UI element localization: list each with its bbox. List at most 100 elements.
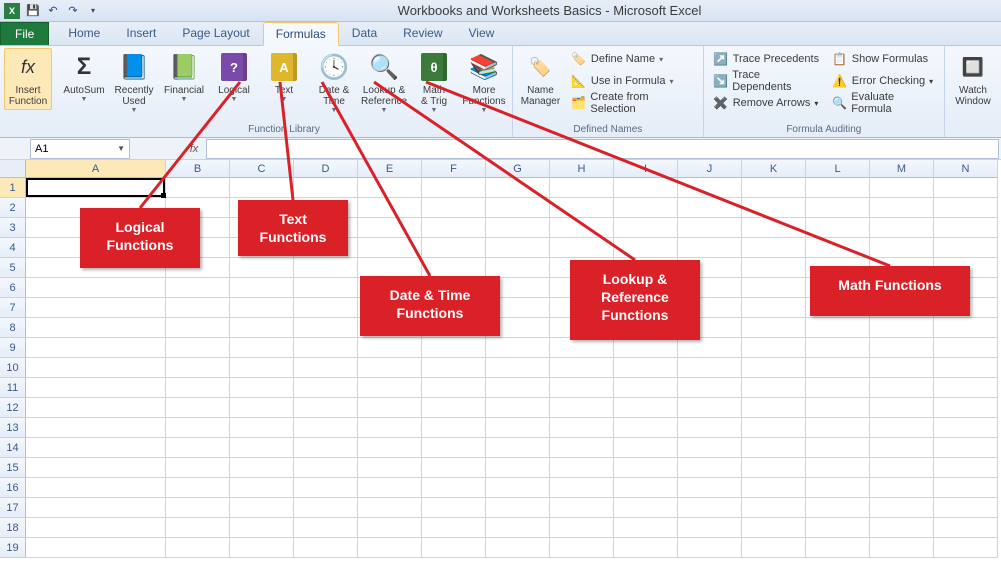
- cell-G10[interactable]: [486, 358, 550, 378]
- cell-B10[interactable]: [166, 358, 230, 378]
- column-header-M[interactable]: M: [870, 160, 934, 178]
- math-trig-button[interactable]: θMath & Trig▼: [410, 48, 458, 117]
- cell-D12[interactable]: [294, 398, 358, 418]
- cell-I18[interactable]: [614, 518, 678, 538]
- show-formulas-button[interactable]: 📋Show Formulas: [827, 48, 940, 70]
- cell-E17[interactable]: [358, 498, 422, 518]
- cell-M17[interactable]: [870, 498, 934, 518]
- cell-G17[interactable]: [486, 498, 550, 518]
- cell-E18[interactable]: [358, 518, 422, 538]
- cell-C5[interactable]: [230, 258, 294, 278]
- cell-K14[interactable]: [742, 438, 806, 458]
- cell-C19[interactable]: [230, 538, 294, 558]
- cell-C12[interactable]: [230, 398, 294, 418]
- cell-E2[interactable]: [358, 198, 422, 218]
- cell-L4[interactable]: [806, 238, 870, 258]
- cell-H12[interactable]: [550, 398, 614, 418]
- cell-K15[interactable]: [742, 458, 806, 478]
- cell-N9[interactable]: [934, 338, 998, 358]
- tab-home[interactable]: Home: [55, 21, 113, 45]
- cell-G15[interactable]: [486, 458, 550, 478]
- cell-E1[interactable]: [358, 178, 422, 198]
- cell-B19[interactable]: [166, 538, 230, 558]
- watch-window-button[interactable]: 🔲 Watch Window: [949, 48, 997, 110]
- cell-B14[interactable]: [166, 438, 230, 458]
- cell-I14[interactable]: [614, 438, 678, 458]
- cell-E14[interactable]: [358, 438, 422, 458]
- cell-F1[interactable]: [422, 178, 486, 198]
- cell-H9[interactable]: [550, 338, 614, 358]
- cell-K12[interactable]: [742, 398, 806, 418]
- cell-F9[interactable]: [422, 338, 486, 358]
- cell-N19[interactable]: [934, 538, 998, 558]
- cell-C18[interactable]: [230, 518, 294, 538]
- cell-J19[interactable]: [678, 538, 742, 558]
- cell-N12[interactable]: [934, 398, 998, 418]
- cell-M3[interactable]: [870, 218, 934, 238]
- trace-precedents-button[interactable]: ↗️Trace Precedents: [708, 48, 825, 70]
- define-name-button[interactable]: 🏷️Define Name ▾: [566, 48, 699, 70]
- cell-F19[interactable]: [422, 538, 486, 558]
- cell-D6[interactable]: [294, 278, 358, 298]
- cell-N1[interactable]: [934, 178, 998, 198]
- column-header-B[interactable]: B: [166, 160, 230, 178]
- cell-L18[interactable]: [806, 518, 870, 538]
- cell-L9[interactable]: [806, 338, 870, 358]
- cell-D18[interactable]: [294, 518, 358, 538]
- cell-F2[interactable]: [422, 198, 486, 218]
- cell-K18[interactable]: [742, 518, 806, 538]
- cell-D11[interactable]: [294, 378, 358, 398]
- cell-F18[interactable]: [422, 518, 486, 538]
- cell-I13[interactable]: [614, 418, 678, 438]
- cell-C9[interactable]: [230, 338, 294, 358]
- cell-M14[interactable]: [870, 438, 934, 458]
- column-header-N[interactable]: N: [934, 160, 998, 178]
- cell-L14[interactable]: [806, 438, 870, 458]
- cell-F16[interactable]: [422, 478, 486, 498]
- cell-F12[interactable]: [422, 398, 486, 418]
- cell-J12[interactable]: [678, 398, 742, 418]
- cell-F14[interactable]: [422, 438, 486, 458]
- cell-B15[interactable]: [166, 458, 230, 478]
- row-header-16[interactable]: 16: [0, 478, 26, 498]
- cell-K1[interactable]: [742, 178, 806, 198]
- cell-M10[interactable]: [870, 358, 934, 378]
- cell-A15[interactable]: [26, 458, 166, 478]
- cell-M16[interactable]: [870, 478, 934, 498]
- trace-dependents-button[interactable]: ↘️Trace Dependents: [708, 70, 825, 92]
- tab-data[interactable]: Data: [339, 21, 390, 45]
- cell-F15[interactable]: [422, 458, 486, 478]
- cell-B12[interactable]: [166, 398, 230, 418]
- cell-N17[interactable]: [934, 498, 998, 518]
- row-header-7[interactable]: 7: [0, 298, 26, 318]
- cell-F10[interactable]: [422, 358, 486, 378]
- tab-page-layout[interactable]: Page Layout: [169, 21, 262, 45]
- cell-L13[interactable]: [806, 418, 870, 438]
- cell-N10[interactable]: [934, 358, 998, 378]
- cell-F11[interactable]: [422, 378, 486, 398]
- cell-C1[interactable]: [230, 178, 294, 198]
- column-header-D[interactable]: D: [294, 160, 358, 178]
- cell-F17[interactable]: [422, 498, 486, 518]
- date-time-button[interactable]: 🕓Date & Time▼: [310, 48, 358, 117]
- cell-L16[interactable]: [806, 478, 870, 498]
- name-manager-button[interactable]: 🏷️ Name Manager: [517, 48, 564, 110]
- cell-M2[interactable]: [870, 198, 934, 218]
- cell-H14[interactable]: [550, 438, 614, 458]
- cell-J17[interactable]: [678, 498, 742, 518]
- row-header-13[interactable]: 13: [0, 418, 26, 438]
- row-header-9[interactable]: 9: [0, 338, 26, 358]
- cell-L3[interactable]: [806, 218, 870, 238]
- cell-A19[interactable]: [26, 538, 166, 558]
- cell-G13[interactable]: [486, 418, 550, 438]
- cell-J3[interactable]: [678, 218, 742, 238]
- name-box-dropdown-icon[interactable]: ▼: [117, 144, 125, 153]
- cell-D14[interactable]: [294, 438, 358, 458]
- cell-C13[interactable]: [230, 418, 294, 438]
- cell-A7[interactable]: [26, 298, 166, 318]
- cell-C17[interactable]: [230, 498, 294, 518]
- cell-A1[interactable]: [26, 178, 166, 198]
- cell-F4[interactable]: [422, 238, 486, 258]
- cell-N14[interactable]: [934, 438, 998, 458]
- cell-L12[interactable]: [806, 398, 870, 418]
